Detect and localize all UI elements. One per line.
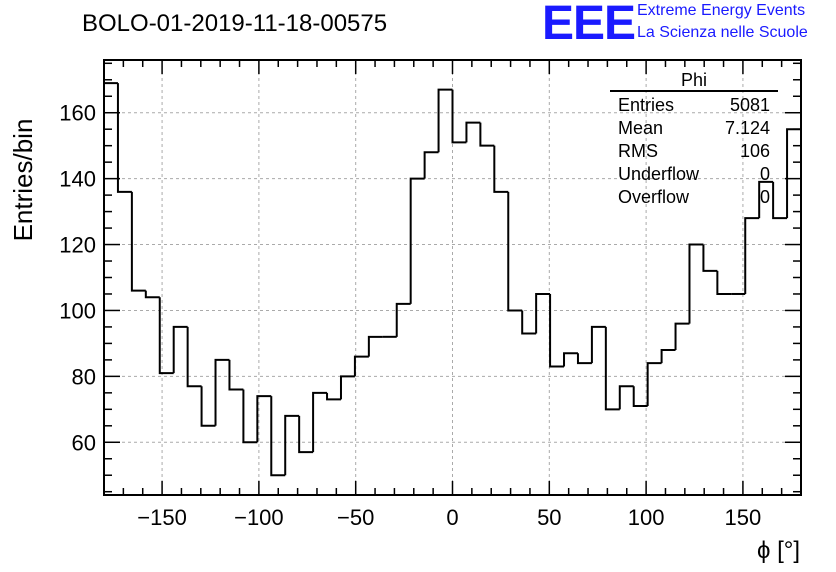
histogram-bin bbox=[326, 392, 341, 401]
x-tick-label: −150 bbox=[137, 505, 187, 530]
histogram-bin bbox=[549, 293, 565, 368]
histogram-bin bbox=[521, 310, 537, 335]
histogram-bin bbox=[535, 292, 551, 334]
histogram-bin bbox=[618, 385, 634, 410]
histogram-bin bbox=[786, 128, 801, 219]
histogram-bin bbox=[339, 375, 355, 400]
histogram-bin bbox=[660, 349, 676, 364]
histogram-bin bbox=[479, 122, 495, 147]
y-tick-label: 60 bbox=[72, 430, 96, 455]
y-tick-label: 120 bbox=[59, 233, 96, 258]
eee-logo: EEE bbox=[542, 0, 636, 50]
histogram-bin bbox=[158, 297, 174, 375]
histogram-bin bbox=[200, 386, 216, 427]
histogram-bin bbox=[646, 362, 662, 407]
tick-labels: −150 −100 −50 0 50 100 150 60 80 100 120 140 160 bbox=[59, 101, 761, 530]
histogram-bin bbox=[493, 145, 509, 193]
x-tick-label: 100 bbox=[628, 505, 665, 530]
y-tick-label: 160 bbox=[59, 101, 96, 126]
histogram-bin bbox=[758, 180, 774, 219]
histogram-bin bbox=[702, 244, 718, 272]
histogram-bin bbox=[716, 270, 732, 295]
histogram-bin bbox=[409, 177, 425, 304]
stats-row-mean: Mean 7.124 bbox=[610, 117, 778, 140]
stats-box: Phi Entries 5081 Mean 7.124 RMS 106 Unde… bbox=[610, 70, 778, 209]
x-tick-label: −50 bbox=[337, 505, 374, 530]
histogram-bin bbox=[214, 358, 230, 426]
histogram-bin bbox=[423, 151, 439, 179]
histogram-bin bbox=[688, 243, 704, 324]
stats-label: Underflow bbox=[618, 164, 700, 184]
histogram-bin bbox=[256, 395, 272, 443]
histogram-bin bbox=[130, 191, 146, 292]
histogram-bin bbox=[395, 302, 411, 337]
stats-row-underflow: Underflow 0 bbox=[610, 163, 778, 186]
stats-label: Mean bbox=[618, 118, 664, 138]
stats-row-overflow: Overflow 0 bbox=[610, 186, 778, 209]
stats-label: Overflow bbox=[618, 187, 690, 207]
histogram-bin bbox=[312, 391, 328, 453]
stats-row-rms: RMS 106 bbox=[610, 140, 778, 163]
histogram-bin bbox=[604, 326, 620, 411]
y-tick-label: 140 bbox=[59, 167, 96, 192]
histogram-bin bbox=[590, 325, 606, 364]
stats-title: Phi bbox=[610, 70, 778, 92]
chart-title: BOLO-01-2019-11-18-00575 bbox=[82, 10, 388, 37]
x-tick-label: −100 bbox=[234, 505, 284, 530]
histogram-bin bbox=[367, 335, 383, 357]
stats-label: RMS bbox=[618, 141, 658, 161]
histogram-bin bbox=[242, 389, 258, 444]
histogram-bin bbox=[116, 83, 132, 193]
histogram-bin bbox=[144, 290, 160, 299]
histogram-bin bbox=[228, 359, 244, 391]
x-tick-label: 0 bbox=[446, 505, 458, 530]
x-tick-label: 50 bbox=[537, 505, 561, 530]
stats-value: 0 bbox=[759, 187, 770, 207]
x-axis-label: ϕ [°] bbox=[757, 537, 800, 564]
stats-label: Entries bbox=[618, 95, 675, 115]
histogram-bin bbox=[103, 82, 118, 495]
histogram-bin bbox=[186, 326, 202, 388]
histogram-bin bbox=[353, 355, 369, 377]
histogram-bin bbox=[632, 386, 648, 408]
stats-value: 7.124 bbox=[724, 118, 770, 138]
histogram-bin bbox=[563, 352, 578, 367]
histogram-bin bbox=[284, 414, 300, 476]
histogram-bin bbox=[674, 322, 690, 350]
logo-text-line-2: La Scienza nelle Scuole bbox=[637, 24, 808, 41]
histogram-bin bbox=[576, 353, 592, 365]
y-tick-label: 80 bbox=[72, 364, 96, 389]
stats-value: 5081 bbox=[729, 95, 770, 115]
stats-value: 106 bbox=[739, 141, 770, 161]
histogram-bin bbox=[270, 396, 286, 477]
histogram-bin bbox=[298, 415, 314, 454]
histogram-bin bbox=[437, 88, 453, 153]
y-axis-label: Entries/bin bbox=[8, 119, 38, 242]
histogram-bin bbox=[772, 181, 788, 220]
histogram-bin bbox=[744, 217, 760, 294]
histogram-bin bbox=[451, 89, 467, 144]
stats-row-entries: Entries 5081 bbox=[610, 94, 778, 117]
logo-text-line-1: Extreme Energy Events bbox=[637, 2, 806, 19]
histogram-bin bbox=[465, 121, 481, 143]
y-tick-label: 100 bbox=[59, 298, 96, 323]
histogram-bin bbox=[172, 325, 188, 374]
histogram-bin bbox=[507, 191, 523, 312]
grid-lines bbox=[104, 60, 801, 495]
axis-ticks bbox=[103, 60, 802, 495]
stats-value: 0 bbox=[759, 164, 770, 184]
x-tick-label: 150 bbox=[725, 505, 762, 530]
